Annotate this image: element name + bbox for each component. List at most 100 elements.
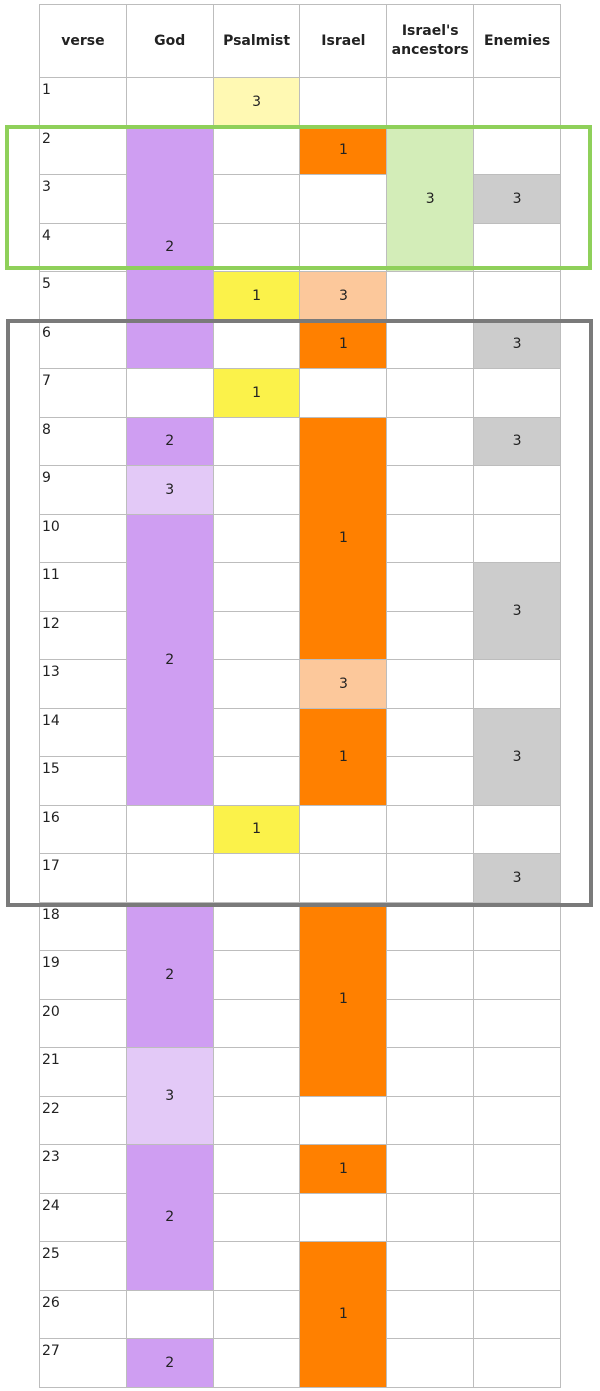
table-cell: [473, 1192, 561, 1242]
verse-cell: 10: [39, 513, 127, 563]
table-row: 14 1 3: [39, 707, 561, 806]
table-row: 11 3: [39, 562, 561, 660]
table-cell: [386, 901, 475, 951]
verse-cell: 27: [39, 1338, 127, 1388]
verse-cell: 6: [39, 319, 127, 369]
table-cell: [473, 998, 561, 1048]
verse-cell: 26: [39, 1289, 127, 1339]
table-cell: 1: [299, 1241, 388, 1388]
table-cell: [386, 416, 475, 466]
table-cell: 1: [212, 368, 301, 418]
table-cell: [386, 465, 475, 515]
table-cell: [386, 1241, 475, 1291]
table-cell: [299, 1095, 388, 1145]
table-cell: [473, 271, 561, 321]
table-cell: [386, 1289, 475, 1339]
verse-cell: 17: [39, 853, 127, 903]
table-cell: [212, 562, 301, 612]
table-cell: 2: [125, 416, 214, 466]
table-cell: [212, 998, 301, 1048]
table-cell: 1: [299, 319, 388, 369]
table-cell: [386, 853, 475, 903]
table-row: 16 1: [39, 804, 561, 854]
table-cell: [386, 513, 475, 563]
table-cell: 2: [125, 901, 214, 1048]
table-row: 12: [39, 610, 561, 660]
verse-cell: 13: [39, 659, 127, 709]
table-cell: [473, 1338, 561, 1388]
table-cell: 2: [125, 125, 214, 369]
table-cell: 1: [212, 804, 301, 854]
table-row: 24: [39, 1192, 561, 1242]
table-cell: [386, 271, 475, 321]
table-cell: [299, 368, 388, 418]
table-cell: 2: [125, 1338, 214, 1388]
table-cell: [212, 125, 301, 175]
table-cell: 3: [473, 707, 561, 806]
table-cell: 3: [473, 174, 561, 224]
table-cell: 1: [299, 1144, 388, 1194]
verse-cell: 4: [39, 222, 127, 272]
table-cell: 3: [125, 465, 214, 515]
table-cell: [473, 1095, 561, 1145]
column-header: verse: [39, 4, 127, 78]
table-row: 19: [39, 950, 561, 1000]
table-cell: 3: [125, 1047, 214, 1145]
table-cell: [473, 222, 561, 272]
table-cell: [386, 1095, 475, 1145]
table-cell: [473, 1289, 561, 1339]
table-cell: [386, 1338, 475, 1388]
table-cell: 1: [212, 271, 301, 321]
table-cell: [212, 853, 301, 903]
table-cell: [212, 1047, 301, 1097]
verse-table: verse God Psalmist Israel Israel's ancestors…: [39, 4, 561, 1388]
table-row: 25 1: [39, 1241, 561, 1388]
table-cell: [386, 804, 475, 854]
header-row: verse God Psalmist Israel Israel's ancestors…: [39, 4, 561, 78]
table-cell: 3: [473, 853, 561, 903]
table-cell: 2: [125, 513, 214, 806]
table-cell: [212, 416, 301, 466]
table-row: 18 2 1: [39, 901, 561, 1097]
table-cell: [386, 1047, 475, 1097]
table-cell: 3: [473, 562, 561, 660]
table-row: 21 3: [39, 1047, 561, 1145]
table-cell: [212, 950, 301, 1000]
table-cell: [386, 562, 475, 612]
green-highlight: [5, 125, 592, 270]
table-cell: 3: [299, 271, 388, 321]
verse-cell: 7: [39, 368, 127, 418]
verse-cell: 19: [39, 950, 127, 1000]
table-cell: [212, 1338, 301, 1388]
table-cell: [299, 1192, 388, 1242]
table-cell: [473, 1241, 561, 1291]
verse-cell: 16: [39, 804, 127, 854]
table-cell: [386, 998, 475, 1048]
table-row: 17 3: [39, 853, 561, 903]
table-cell: [386, 77, 475, 127]
table-cell: 2: [125, 1144, 214, 1291]
column-header: Psalmist: [212, 4, 301, 78]
table-cell: [212, 222, 301, 272]
table-cell: [125, 77, 214, 127]
table-cell: [386, 319, 475, 369]
verse-cell: 5: [39, 271, 127, 321]
column-header: Israel: [299, 4, 388, 78]
table-cell: [212, 1095, 301, 1145]
table-cell: [473, 77, 561, 127]
column-header: God: [125, 4, 214, 78]
table-cell: [473, 1047, 561, 1097]
column-header: Israel's ancestors: [386, 4, 475, 78]
verse-cell: 20: [39, 998, 127, 1048]
column-header: Enemies: [473, 4, 561, 78]
table-cell: [212, 1192, 301, 1242]
table-cell: [386, 1192, 475, 1242]
verse-cell: 18: [39, 901, 127, 951]
table-cell: [473, 950, 561, 1000]
table-cell: [212, 319, 301, 369]
table-cell: 3: [212, 77, 301, 127]
gray-highlight: [6, 319, 593, 907]
